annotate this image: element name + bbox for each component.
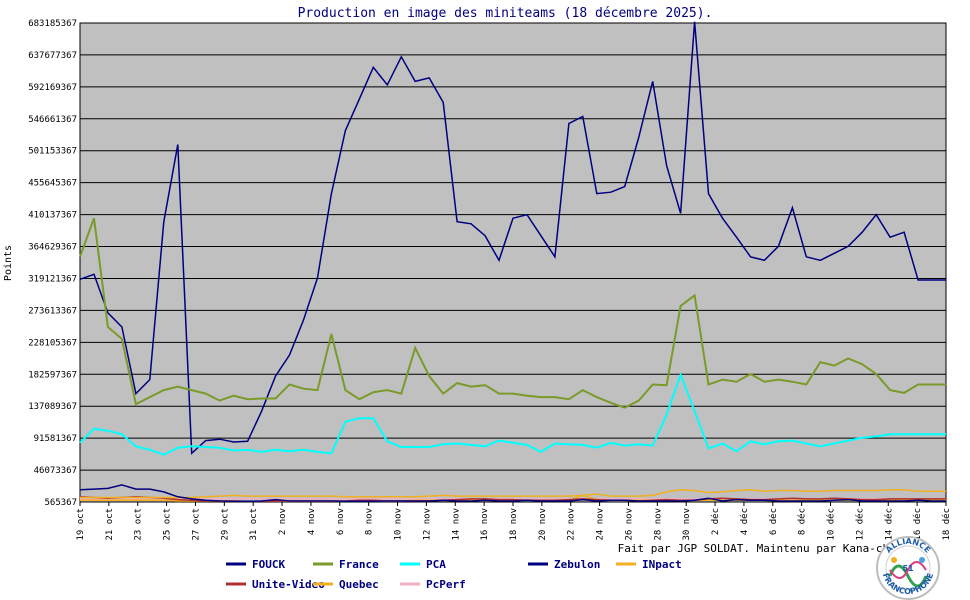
series-line-fouck <box>79 484 946 503</box>
x-tick-label: 16 déc <box>912 508 923 541</box>
x-tick-label: 16 nov <box>480 508 490 541</box>
x-tick-label: 27 oct <box>191 508 201 541</box>
y-tick-label: 273613367 <box>28 306 77 316</box>
plot-area <box>79 22 947 503</box>
x-tick-label: 6 déc <box>768 508 779 535</box>
legend-label: PCA <box>426 558 446 571</box>
x-tick-label: 4 nov <box>307 508 317 535</box>
credit-text: Fait par JGP SOLDAT. Maintenu par Kana-c… <box>618 542 909 555</box>
x-tick-label: 12 nov <box>422 508 432 541</box>
y-tick-label: 410137367 <box>28 211 77 221</box>
y-tick-label: 228105367 <box>28 338 77 348</box>
x-tick-label: 4 déc <box>739 508 750 535</box>
series-line-france <box>79 217 946 409</box>
legend-label: PcPerf <box>426 578 466 591</box>
y-tick-label: 683185367 <box>28 19 77 29</box>
x-tick-label: 29 oct <box>220 508 230 541</box>
x-tick-label: 21 oct <box>105 508 115 541</box>
x-tick-label: 2 nov <box>278 508 288 535</box>
y-tick-label: 137089367 <box>28 402 77 412</box>
x-tick-label: 20 nov <box>538 508 548 541</box>
x-tick-label: 14 déc <box>883 508 894 541</box>
legend-label: Unite-Video <box>252 578 325 591</box>
series-line-pca <box>79 371 946 456</box>
x-tick-label: 30 nov <box>682 508 692 541</box>
x-tick-label: 8 déc <box>797 508 808 535</box>
chart-title: Production en image des miniteams (18 dé… <box>298 6 713 21</box>
y-tick-label: 546661367 <box>28 115 77 125</box>
y-tick-label: 592169367 <box>28 83 77 93</box>
y-tick-label: 182597367 <box>28 370 77 380</box>
x-tick-label: 10 nov <box>394 508 404 541</box>
x-tick-label: 14 nov <box>451 508 461 541</box>
y-tick-label: 637677367 <box>28 51 77 61</box>
x-tick-label: 22 nov <box>567 508 577 541</box>
legend-label: INpact <box>642 558 682 571</box>
x-tick-label: 31 oct <box>249 508 259 541</box>
y-axis-label: Points <box>3 245 14 281</box>
x-tick-label: 19 oct <box>76 508 86 541</box>
gridlines <box>80 54 946 471</box>
series-lines <box>79 21 946 503</box>
legend-label: Quebec <box>339 578 379 591</box>
x-tick-label: 24 nov <box>596 508 606 541</box>
alliance-francophone-logo: 51 ALLIANCE FRANCOPHONE <box>876 536 940 600</box>
legend-label: FOUCK <box>252 558 285 571</box>
logo-number: 51 <box>902 564 914 573</box>
y-tick-label: 565367 <box>44 498 77 508</box>
x-tick-label: 28 nov <box>653 508 663 541</box>
x-tick-label: 18 déc <box>941 508 952 541</box>
x-axis-ticks: 19 oct 21 oct 23 oct 25 oct 27 oct 29 oct 31 o… <box>76 502 952 541</box>
series-line-zebulon <box>79 21 946 455</box>
y-axis-ticks: 565367 46073367 91581367 137089367 182597367… <box>28 19 77 508</box>
y-tick-label: 455645367 <box>28 179 77 189</box>
x-tick-label: 6 nov <box>336 508 346 535</box>
x-tick-label: 10 déc <box>826 508 837 541</box>
series-line-inpact <box>80 489 946 499</box>
y-tick-label: 319121367 <box>28 274 77 284</box>
y-tick-label: 364629367 <box>28 243 77 253</box>
legend-label: Zebulon <box>554 558 600 571</box>
x-tick-label: 12 déc <box>854 508 865 541</box>
y-tick-label: 501153367 <box>28 147 77 157</box>
x-tick-label: 23 oct <box>134 508 144 541</box>
legend: FOUCK France PCA Zebulon INpact Unite-Video Qu… <box>226 558 682 591</box>
y-tick-label: 46073367 <box>34 466 77 476</box>
x-tick-label: 2 déc <box>710 508 721 535</box>
x-tick-label: 8 nov <box>365 508 375 535</box>
y-tick-label: 91581367 <box>34 434 77 444</box>
legend-label: France <box>339 558 379 571</box>
x-tick-label: 18 nov <box>509 508 519 541</box>
x-tick-label: 26 nov <box>624 508 634 541</box>
x-tick-label: 25 oct <box>163 508 173 541</box>
